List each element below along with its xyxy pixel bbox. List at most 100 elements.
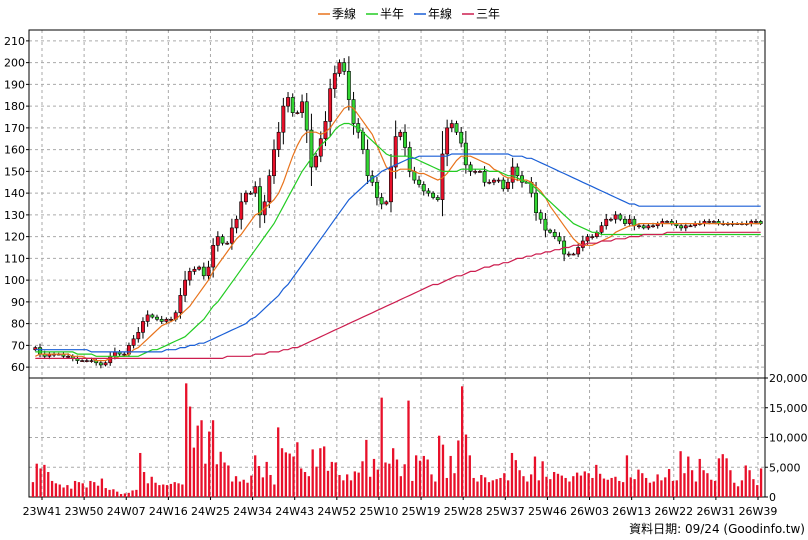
- candle-up: [300, 101, 305, 113]
- volume-bar: [575, 472, 579, 497]
- volume-bar: [652, 481, 655, 497]
- candle-up: [314, 155, 319, 168]
- candle-up: [599, 225, 604, 233]
- candle-up: [295, 112, 300, 114]
- volume-bar: [154, 482, 157, 497]
- volume-bar: [196, 425, 199, 497]
- legend-label: 半年: [380, 7, 404, 21]
- volume-bar: [165, 485, 169, 497]
- price-tick-label: 150: [4, 165, 25, 178]
- volume-bar: [330, 461, 333, 497]
- volume-bar: [177, 483, 180, 497]
- volume-bar: [614, 476, 617, 497]
- x-tick-label: 24W34: [233, 505, 272, 518]
- candle-up: [571, 253, 576, 256]
- candle-up: [215, 236, 220, 246]
- price-frame: [28, 29, 766, 379]
- volume-bar: [610, 477, 613, 497]
- volume-bar: [503, 473, 506, 497]
- candle-down: [421, 184, 426, 192]
- price-tick-label: 180: [4, 100, 25, 113]
- price-tick-label: 130: [4, 209, 25, 222]
- candle-down: [304, 101, 309, 131]
- candle-up: [169, 318, 173, 321]
- volume-bar: [418, 460, 422, 497]
- candle-down: [346, 71, 351, 100]
- candle-up: [491, 179, 496, 183]
- volume-bar: [380, 397, 383, 497]
- volume-bar: [629, 477, 632, 497]
- volume-bar: [660, 480, 663, 497]
- candle-up: [651, 225, 655, 228]
- volume-tick-label: 10,000: [769, 432, 808, 445]
- volume-bar: [587, 473, 590, 497]
- volume-bar: [85, 487, 88, 497]
- volume-bar: [533, 456, 537, 497]
- volume-bar: [162, 484, 165, 497]
- volume-bar: [188, 406, 192, 497]
- legend-label: 三年: [476, 7, 500, 21]
- volume-bar: [219, 451, 222, 497]
- candle-up: [389, 166, 393, 203]
- candle-up: [590, 236, 595, 238]
- candle-down: [309, 129, 314, 168]
- price-tick-label: 160: [4, 144, 25, 157]
- volume-bar: [62, 487, 65, 497]
- volume-bar: [227, 465, 230, 497]
- volume-bar: [208, 431, 211, 497]
- volume-bar: [392, 448, 395, 497]
- volume-bar: [744, 465, 747, 497]
- volume-bar: [736, 486, 740, 497]
- volume-bar: [733, 482, 736, 497]
- volume-bar: [292, 456, 295, 497]
- price-tick-label: 80: [11, 318, 25, 331]
- candle-down: [360, 131, 365, 150]
- volume-bar: [280, 448, 284, 497]
- candle-up: [276, 131, 281, 150]
- volume-bar: [369, 476, 372, 497]
- candle-down: [459, 131, 464, 144]
- price-tick-label: 200: [4, 57, 25, 70]
- candle-up: [248, 192, 253, 195]
- candle-up: [688, 225, 693, 228]
- moving-average-lines: [35, 105, 761, 362]
- candle-up: [608, 218, 613, 221]
- volume-bar: [618, 480, 621, 497]
- volume-bar: [108, 489, 111, 497]
- candle-up: [754, 221, 758, 223]
- candle-down: [220, 236, 225, 244]
- volume-bar: [250, 475, 253, 497]
- candle-up: [506, 181, 510, 190]
- volume-bar: [215, 464, 219, 497]
- volume-bar: [119, 494, 123, 497]
- volume-bar: [277, 427, 280, 497]
- candle-up: [84, 360, 89, 362]
- price-tick-label: 100: [4, 274, 25, 287]
- volume-bar: [648, 482, 652, 497]
- candle-up: [192, 268, 197, 272]
- volume-bar: [307, 476, 311, 497]
- volume-bar: [441, 444, 445, 497]
- volume-bar: [326, 470, 330, 497]
- volume-bar: [759, 468, 763, 497]
- volume-bar: [146, 483, 150, 497]
- volume-bar: [480, 474, 483, 497]
- volume-bar: [702, 470, 705, 497]
- candle-down: [431, 192, 436, 198]
- candle-down: [412, 171, 417, 181]
- x-tick-label: 24W52: [317, 505, 356, 518]
- candle-down: [375, 181, 379, 198]
- candle-down: [417, 179, 421, 185]
- volume-bar: [200, 420, 203, 497]
- candle-up: [281, 105, 286, 133]
- volume-bar: [47, 472, 50, 497]
- volume-bar: [529, 474, 533, 497]
- price-y-axis: 60 70 80 90 100 110 120 130 140 150 160 170 180 190 20…: [4, 35, 29, 374]
- candle-up: [206, 266, 211, 277]
- x-tick-label: 25W19: [402, 505, 441, 518]
- candle-up: [332, 73, 337, 90]
- volume-bar: [438, 435, 441, 497]
- volume-bar: [667, 469, 671, 497]
- volume-bar: [31, 482, 35, 497]
- price-grid: [28, 29, 766, 379]
